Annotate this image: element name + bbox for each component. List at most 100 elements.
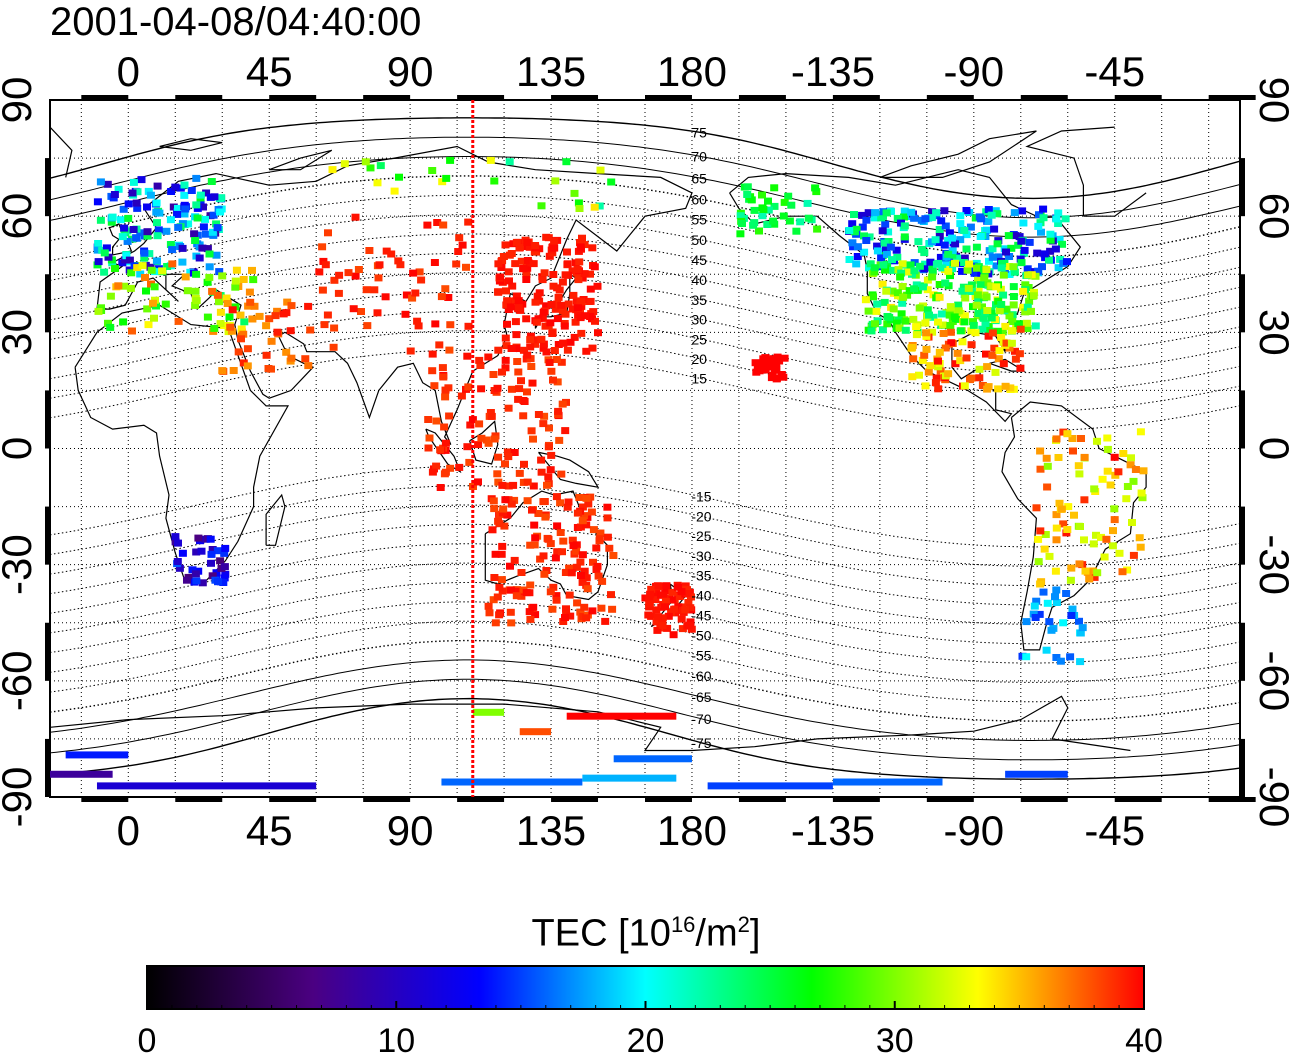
- tec-cell-south-america: [1129, 551, 1138, 559]
- tec-cell-mediterranean: [203, 278, 212, 286]
- tec-cell-australia: [572, 563, 581, 571]
- tec-cell-australia: [561, 569, 570, 576]
- tec-cell-europe: [162, 227, 171, 235]
- tec-cell-pacific: [755, 367, 764, 375]
- tec-cell-north-america-central: [963, 266, 972, 274]
- left-scale-segment: [45, 622, 50, 681]
- tec-cell-gulf-coast: [999, 360, 1008, 368]
- tec-cell-indonesia: [477, 434, 486, 442]
- tec-cell-mediterranean: [114, 282, 123, 290]
- tec-cell-north-america-central: [872, 307, 881, 315]
- tec-cell-south-africa: [207, 559, 215, 567]
- tec-cell-indonesia: [493, 470, 502, 478]
- tec-cell-south-africa: [173, 558, 182, 565]
- tec-cell-indonesia: [539, 420, 548, 428]
- tec-cell-middle-east: [234, 348, 243, 356]
- colorbar-tick-label: 10: [377, 1022, 415, 1057]
- tec-cell-pacific: [761, 366, 770, 374]
- tec-cell-indonesia: [476, 362, 485, 369]
- tec-cell-alaska: [779, 212, 788, 220]
- tec-cell-central-asia: [401, 310, 410, 318]
- tec-cell-east-asia: [532, 318, 541, 326]
- tec-cell-mediterranean: [168, 260, 177, 268]
- tec-cell-south-america: [1068, 435, 1077, 442]
- tec-cell-central-asia: [375, 261, 384, 269]
- tec-cell-north-america-north: [956, 212, 965, 220]
- tec-cell-siberia-north: [442, 174, 451, 182]
- tec-cell-australia: [580, 512, 589, 520]
- tec-cell-north-america-north: [1052, 215, 1061, 223]
- frame-scale-bars: [45, 95, 1256, 802]
- tec-cell-australia: [490, 574, 499, 581]
- tec-cell-north-america-north: [873, 242, 882, 250]
- tec-cell-east-asia: [512, 331, 521, 339]
- tec-cell-north-america-central: [901, 317, 910, 325]
- tec-cell-south-america: [1115, 549, 1124, 557]
- tec-cell-australia: [577, 572, 585, 579]
- right-scale-segment: [1240, 390, 1245, 449]
- tec-cell-australia: [497, 576, 506, 584]
- tec-cell-north-america-central: [987, 314, 996, 322]
- tec-cell-north-america-north: [970, 269, 979, 277]
- left-scale-segment: [45, 274, 50, 333]
- tec-cell-australia: [572, 547, 581, 555]
- tec-cell-alaska: [784, 192, 793, 200]
- tec-cell-south-america: [1036, 465, 1045, 473]
- tec-cell-south-america-south: [1062, 590, 1071, 597]
- mlat-contour: [50, 485, 1240, 567]
- tec-cell-central-asia: [445, 346, 454, 354]
- tec-cell-north-america-central: [895, 324, 904, 332]
- tec-cell-new-zealand: [668, 596, 677, 604]
- tec-cell-europe: [154, 226, 163, 234]
- tec-band-antarctica: [441, 778, 583, 786]
- tec-cell-north-america-central: [981, 320, 990, 328]
- tec-cell-siberia-north: [490, 177, 499, 185]
- tec-cell-australia: [539, 552, 548, 560]
- tec-cell-south-america-south: [1032, 597, 1041, 605]
- coastline: [879, 130, 1037, 178]
- tec-cell-south-america: [1128, 519, 1136, 526]
- tec-cell-north-america-north: [1010, 209, 1019, 217]
- tec-cell-south-america: [1063, 430, 1072, 438]
- tec-cell-north-america-central: [878, 326, 887, 334]
- tec-cell-indonesia: [552, 356, 561, 363]
- tec-cell-europe: [128, 189, 137, 197]
- tec-cell-alaska: [764, 197, 772, 205]
- tec-cell-south-africa: [221, 544, 230, 552]
- tec-cell-east-asia: [519, 265, 528, 273]
- tec-cell-alaska: [796, 218, 805, 226]
- tec-cell-north-america-north: [921, 215, 930, 223]
- tec-cell-middle-east: [267, 337, 276, 345]
- tec-cell-middle-east: [250, 302, 259, 310]
- tec-cell-europe: [178, 244, 187, 252]
- tec-cell-gulf-coast: [921, 382, 930, 390]
- tec-cell-south-america: [1081, 567, 1090, 575]
- tec-cell-gulf-coast: [1016, 325, 1025, 333]
- tec-cell-indonesia: [537, 468, 546, 476]
- tec-cell-siberia-north: [551, 177, 560, 185]
- tec-cell-east-asia: [504, 268, 513, 276]
- tec-cell-europe: [192, 174, 201, 182]
- tec-cell-europe: [100, 268, 109, 276]
- tec-cell-north-america-north: [882, 250, 891, 258]
- tec-cell-south-america-south: [1059, 619, 1068, 627]
- tec-cell-europe: [191, 237, 200, 244]
- tec-cell-gulf-coast: [922, 329, 931, 337]
- left-lat-label: -60: [0, 650, 40, 711]
- tec-cell-east-asia: [531, 340, 540, 348]
- tec-cell-europe: [205, 263, 214, 271]
- tec-cell-europe: [178, 258, 187, 266]
- tec-cell-north-america-north: [910, 259, 919, 267]
- colorbar-label-exp: 16: [670, 912, 696, 937]
- tec-cell-gulf-coast: [939, 330, 948, 337]
- tec-cell-europe: [137, 176, 146, 184]
- tec-cell-north-america-north: [926, 258, 935, 266]
- map-panel: 75 70 65 60 55 50 45 40 35 30 25 20 15 -15 -20 -25 -30 -3…: [45, 95, 1256, 802]
- tec-cell-middle-east: [218, 367, 227, 375]
- tec-cell-north-america-north: [915, 262, 924, 270]
- tec-cell-north-america-north: [877, 254, 886, 262]
- tec-cell-north-america-north: [845, 227, 854, 234]
- tec-cell-australia: [512, 592, 521, 600]
- tec-cell-gulf-coast: [951, 360, 960, 368]
- tec-cell-indonesia: [441, 468, 450, 476]
